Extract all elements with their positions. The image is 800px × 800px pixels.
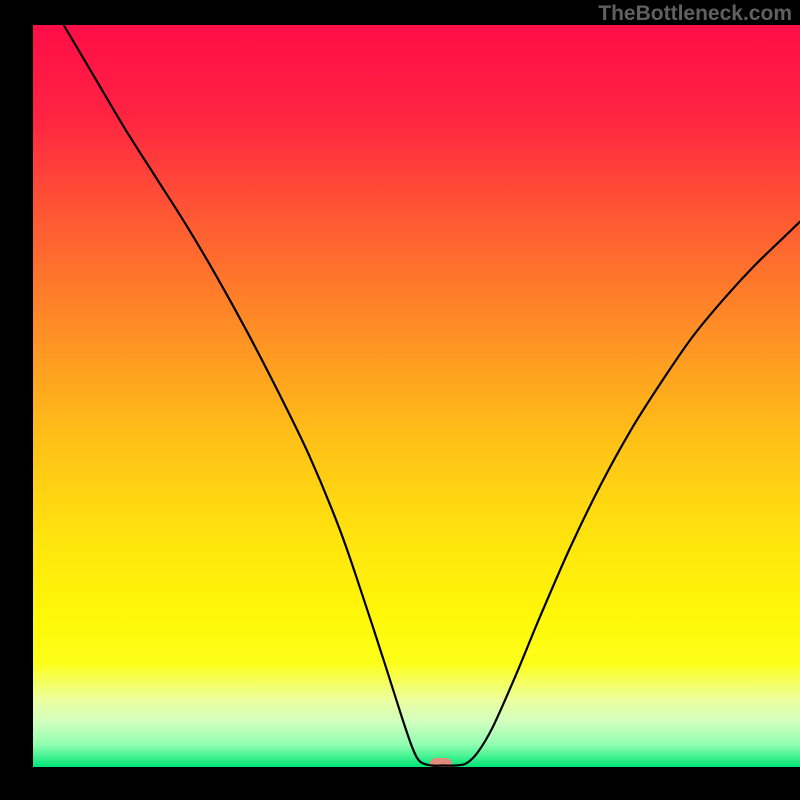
watermark-text: TheBottleneck.com: [598, 2, 792, 26]
plot-area: [33, 25, 800, 767]
chart-container: TheBottleneck.com: [0, 0, 800, 800]
chart-svg: [0, 0, 800, 800]
